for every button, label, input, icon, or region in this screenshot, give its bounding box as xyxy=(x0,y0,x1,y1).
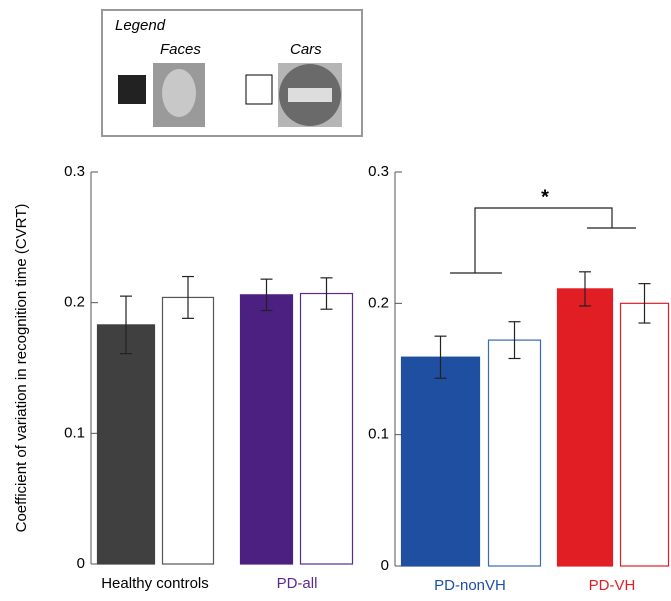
bar xyxy=(96,324,156,565)
bar xyxy=(299,292,354,565)
y-tick-label: 0.2 xyxy=(64,294,85,311)
legend: Legend Faces Cars xyxy=(101,9,363,137)
y-tick-label: 0.1 xyxy=(64,424,85,441)
x-tick-label: PD-nonVH xyxy=(434,577,506,594)
bar xyxy=(556,288,614,567)
bar xyxy=(487,339,542,567)
y-tick-label: 0.3 xyxy=(64,163,85,180)
y-tick-label: 0 xyxy=(381,557,389,574)
legend-label: Cars xyxy=(290,41,322,58)
y-tick-label: 0.1 xyxy=(368,426,389,443)
significance-label: * xyxy=(541,186,549,208)
y-tick-label: 0.2 xyxy=(368,294,389,311)
significance-bracket xyxy=(450,207,636,274)
bar xyxy=(619,302,670,567)
legend-title: Legend xyxy=(115,17,166,34)
bar xyxy=(400,356,481,567)
face-shape xyxy=(162,69,196,117)
legend-swatch xyxy=(118,75,146,104)
car-bumper xyxy=(288,88,332,102)
x-tick-label: PD-VH xyxy=(589,577,636,594)
y-tick-label: 0.3 xyxy=(368,163,389,180)
bar xyxy=(161,296,215,565)
legend-label: Faces xyxy=(160,41,201,58)
y-axis-label: Coefficient of variation in recognition … xyxy=(13,204,30,533)
x-tick-label: Healthy controls xyxy=(101,575,209,592)
bar xyxy=(239,294,294,565)
y-tick-label: 0 xyxy=(77,555,85,572)
x-tick-label: PD-all xyxy=(277,575,318,592)
legend-swatch xyxy=(245,74,273,105)
